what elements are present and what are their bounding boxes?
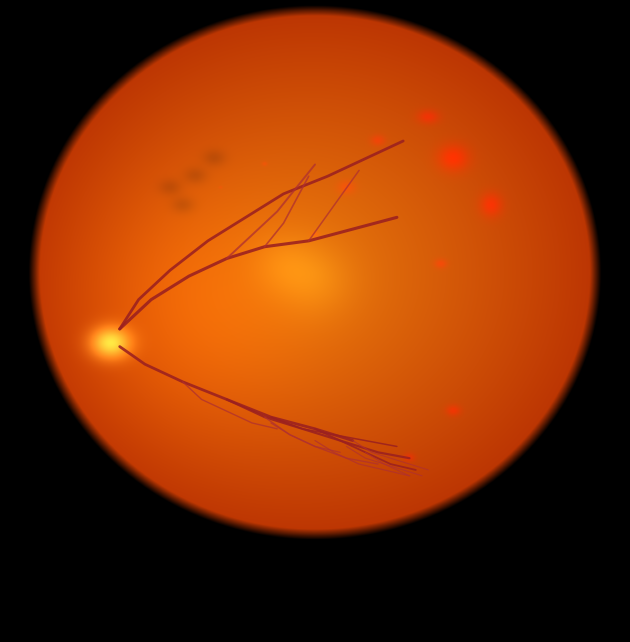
Text: Fig. 1. Fundus photograph of the right eye with superior temporal: Fig. 1. Fundus photograph of the right e…	[58, 605, 572, 619]
